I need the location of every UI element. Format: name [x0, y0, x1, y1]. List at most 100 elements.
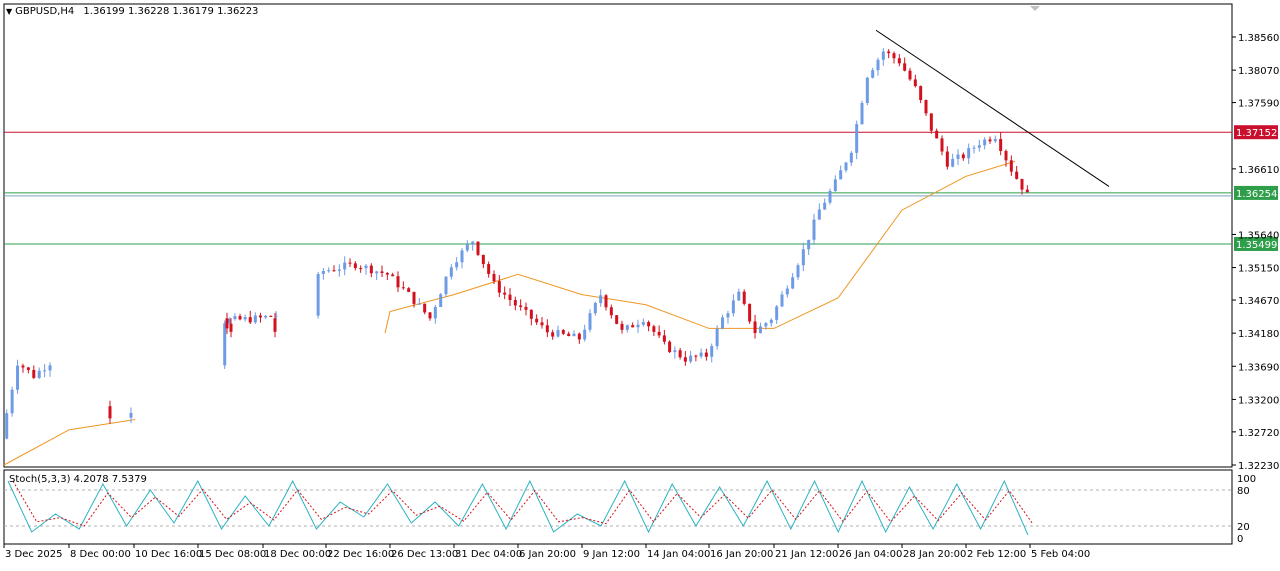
price-tick-label: 1.34670 — [1238, 296, 1279, 307]
candle-body — [844, 162, 848, 171]
time-tick-label: 9 Jan 12:00 — [583, 549, 640, 560]
price-tick-label: 1.37590 — [1238, 99, 1279, 110]
candle-body — [407, 288, 411, 292]
scroll-marker-icon[interactable] — [1030, 6, 1040, 11]
candle-body — [951, 158, 955, 167]
time-tick-label: 31 Dec 04:00 — [455, 549, 522, 560]
candle-body — [492, 273, 496, 282]
candle-body — [647, 322, 651, 327]
price-tick-label: 1.35150 — [1238, 264, 1279, 275]
candle-body — [375, 271, 379, 274]
candle-body — [780, 294, 784, 307]
candle-body — [753, 321, 757, 334]
time-tick-label: 21 Jan 12:00 — [775, 549, 838, 560]
candle-body — [455, 262, 459, 268]
candle-body — [828, 191, 832, 203]
candle-body — [769, 319, 773, 324]
candle-body — [48, 365, 52, 371]
price-tick-label: 1.32230 — [1238, 461, 1279, 472]
time-tick-label: 14 Jan 04:00 — [647, 549, 710, 560]
resistance-tag — [1234, 125, 1278, 140]
time-tick-label: 8 Dec 00:00 — [70, 549, 131, 560]
candle-body — [876, 59, 880, 71]
candle-body — [321, 270, 325, 275]
candle-body — [497, 281, 501, 293]
candle-body — [233, 316, 237, 320]
candle-body — [274, 315, 278, 317]
candle-body — [758, 326, 762, 334]
candle-body — [21, 365, 25, 368]
candle-body — [264, 315, 268, 318]
candle-body — [327, 270, 331, 272]
stochastic-lines — [7, 479, 1034, 536]
candles — [5, 48, 1029, 440]
candle-body — [807, 239, 811, 250]
candle-body — [273, 318, 277, 332]
candle-body — [620, 323, 624, 330]
candle-body — [228, 319, 232, 324]
candle-body — [631, 325, 635, 328]
stoch-tick-label: 80 — [1237, 486, 1250, 497]
candle-body — [913, 79, 917, 87]
candle-body — [892, 53, 896, 59]
candle-body — [369, 265, 373, 274]
price-tick-label: 1.33690 — [1238, 362, 1279, 373]
candle-body — [348, 262, 352, 264]
candle-body — [551, 332, 555, 337]
candle-body — [412, 291, 416, 304]
horizontal-lines[interactable]: 1.37152 1.36254 1.35499 — [4, 125, 1278, 251]
stoch-main-line — [7, 479, 1029, 536]
candle-body — [588, 313, 592, 330]
time-tick-label: 3 Dec 2025 — [5, 549, 63, 560]
candle-body — [556, 330, 560, 337]
candle-body — [919, 86, 923, 101]
candle-body — [615, 315, 619, 324]
current-price-tag-label: 1.36254 — [1236, 189, 1277, 200]
candle-body — [396, 276, 400, 288]
price-axis: 1.38560 1.38070 1.37590 1.36610 1.35640 1.351… — [1232, 33, 1279, 472]
candle-body — [593, 302, 597, 314]
candle-body — [657, 331, 661, 336]
candle-body — [668, 341, 672, 353]
stochastic-levels — [4, 489, 1232, 527]
candle-body — [248, 317, 252, 323]
dropdown-arrow-icon[interactable]: ▼ — [6, 7, 13, 16]
candle-body — [972, 147, 976, 149]
candle-body — [689, 355, 693, 362]
candle-body — [258, 315, 262, 318]
candle-body — [678, 350, 682, 358]
price-tick-label: 1.38560 — [1238, 33, 1279, 44]
candle-body — [43, 370, 47, 372]
candle-body — [817, 209, 821, 220]
candle-body — [609, 307, 613, 316]
time-tick-label: 10 Dec 16:00 — [135, 549, 202, 560]
candle-body — [1025, 189, 1029, 193]
open-value: 1.36199 — [83, 6, 125, 17]
candle-body — [1015, 171, 1019, 179]
candle-body — [715, 328, 719, 347]
candle-body — [225, 318, 229, 329]
candle-body — [704, 352, 708, 357]
price-tick-label: 1.33200 — [1238, 395, 1279, 406]
trendline[interactable] — [875, 29, 1110, 187]
candle-body — [791, 277, 795, 289]
candle-body — [683, 357, 687, 362]
candle-body — [460, 250, 464, 263]
candle-body — [433, 306, 437, 319]
candle-body — [726, 313, 730, 318]
trendline-line[interactable] — [875, 29, 1110, 187]
time-tick-label: 18 Dec 00:00 — [264, 549, 331, 560]
ma-segment — [384, 160, 1016, 334]
candle-body — [577, 333, 581, 340]
stochastic-label: Stoch(5,3,3) 4.2078 7.5379 — [9, 474, 147, 485]
candle-body — [391, 274, 395, 277]
candle-body — [353, 263, 357, 269]
stoch-tick-label: 100 — [1237, 474, 1256, 485]
price-tick-label: 1.38070 — [1238, 66, 1279, 77]
candle-body — [1020, 178, 1024, 190]
candle-body — [401, 287, 405, 289]
time-tick-label: 15 Dec 08:00 — [199, 549, 266, 560]
time-tick-label: 5 Feb 04:00 — [1031, 549, 1090, 560]
